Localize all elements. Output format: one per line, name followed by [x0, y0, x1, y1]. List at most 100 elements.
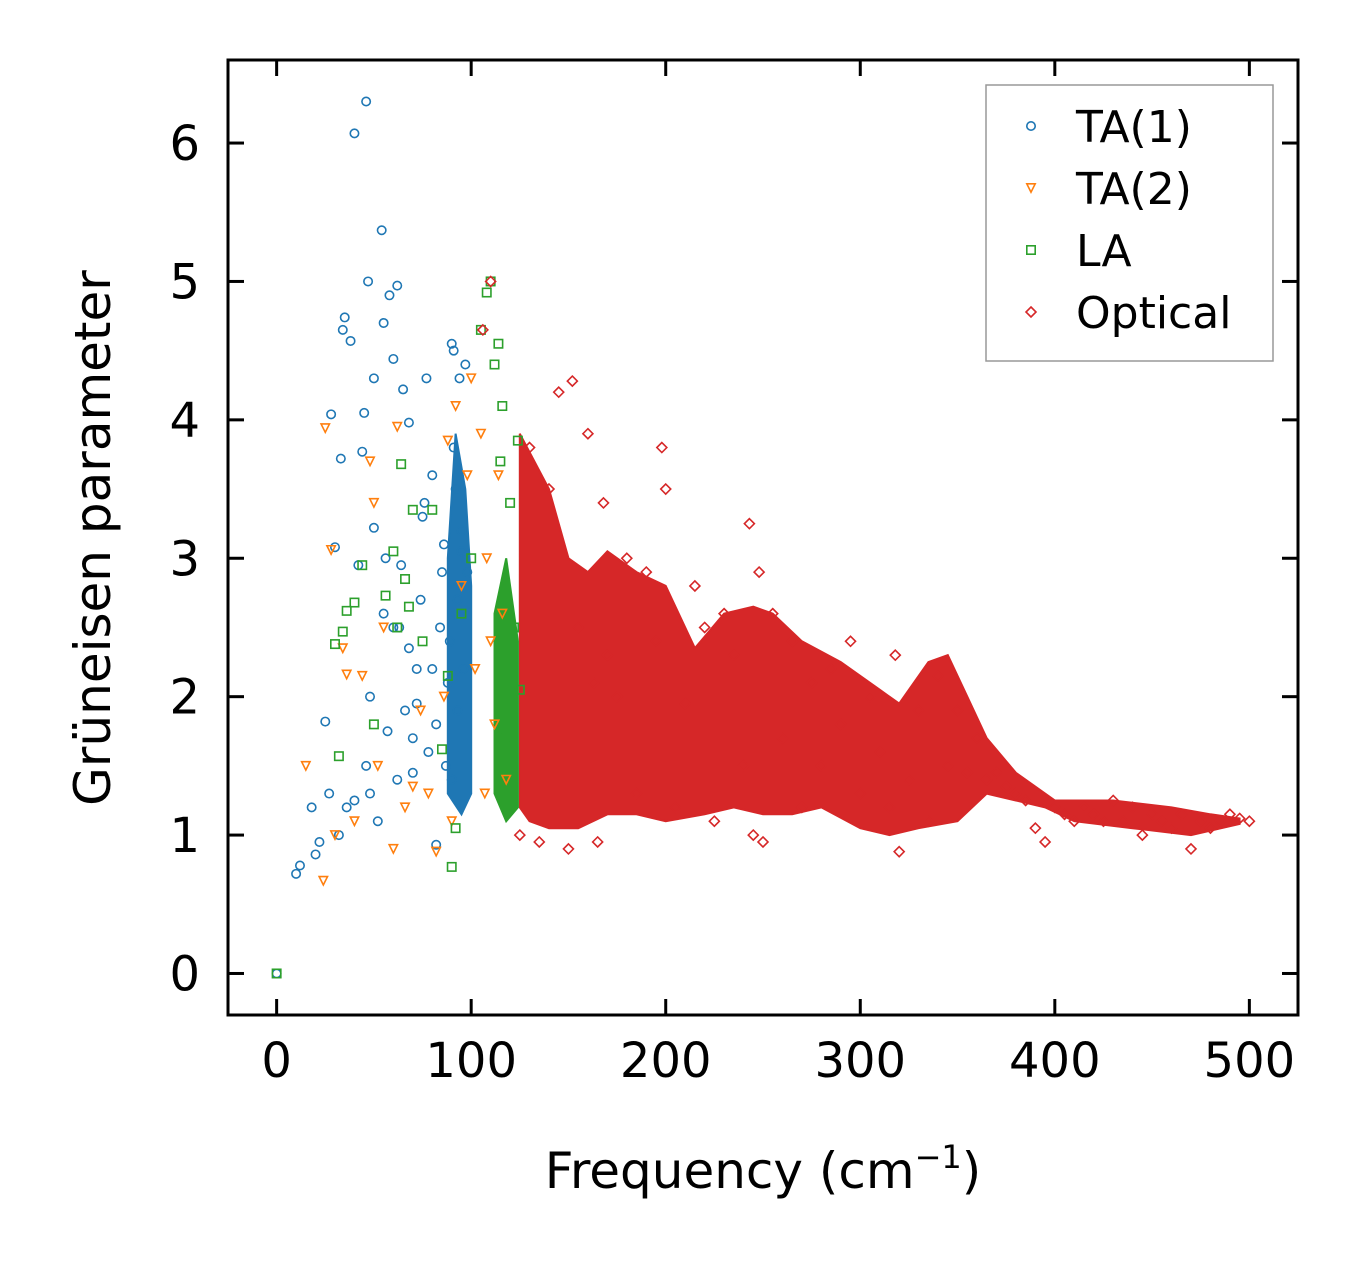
- point-ta-1-51: [460, 359, 471, 370]
- point-optical-56: [970, 732, 984, 745]
- point-optical-68: [1087, 808, 1100, 821]
- point-la-2: [333, 751, 344, 762]
- point-ta-2-0: [300, 760, 312, 772]
- point-optical-83: [1233, 812, 1246, 825]
- point-optical-59: [1000, 780, 1013, 793]
- point-ta-1-56: [368, 522, 379, 533]
- point-la-12: [400, 574, 411, 585]
- point-optical-18: [640, 565, 653, 579]
- point-ta-2-14: [391, 421, 403, 433]
- point-optical-4: [533, 835, 546, 849]
- point-optical-36: [786, 635, 799, 648]
- point-optical-30: [743, 517, 756, 530]
- point-ta-2-30: [481, 553, 493, 565]
- point-optical-1: [484, 275, 497, 288]
- point-ta-1-61: [396, 560, 407, 571]
- point-optical-73: [1136, 828, 1149, 842]
- point-optical-52: [931, 669, 945, 683]
- point-optical-66: [1068, 815, 1081, 828]
- point-ta-2-3: [325, 544, 337, 556]
- point-la-32: [508, 622, 519, 633]
- point-la-16: [427, 504, 438, 515]
- point-optical-39: [815, 759, 828, 773]
- point-optical-77: [1175, 808, 1188, 821]
- y-tick-label-4: 4: [169, 393, 200, 449]
- point-optical-0: [476, 323, 489, 337]
- point-la-3: [337, 626, 348, 637]
- point-optical-9: [572, 621, 585, 634]
- point-ta-2-34: [496, 608, 508, 620]
- point-ta-1-22: [365, 788, 376, 799]
- point-ta-1-24: [372, 816, 383, 827]
- dense-band-la-2: [493, 558, 519, 824]
- point-optical-62: [1029, 822, 1042, 835]
- legend-label-ta-1: TA(1): [1075, 102, 1192, 153]
- point-ta-1-73: [444, 636, 455, 647]
- point-ta-1-20: [361, 96, 372, 107]
- point-la-0: [271, 968, 282, 979]
- point-ta-1-28: [384, 290, 395, 301]
- point-ta-1-8: [326, 409, 337, 420]
- plot-frame: [226, 58, 1300, 1017]
- point-ta-1-66: [415, 594, 426, 605]
- point-optical-6: [552, 386, 565, 399]
- point-la-11: [396, 459, 407, 470]
- point-ta-2-32: [489, 719, 501, 731]
- point-la-22: [466, 553, 477, 564]
- point-la-26: [489, 359, 500, 370]
- point-la-14: [407, 504, 418, 515]
- point-ta-1-76: [456, 546, 467, 557]
- point-ta-2-22: [446, 816, 458, 828]
- point-optical-64: [1048, 801, 1061, 814]
- point-ta-1-58: [382, 726, 393, 737]
- point-ta-1-36: [417, 511, 428, 522]
- point-optical-74: [1145, 808, 1159, 821]
- point-optical-84: [1243, 815, 1256, 828]
- point-ta-1-54: [361, 760, 372, 771]
- point-ta-1-74: [448, 442, 459, 453]
- point-la-23: [475, 324, 486, 335]
- point-ta-2-19: [430, 846, 442, 858]
- point-optical-38: [805, 676, 818, 689]
- point-ta-2-8: [356, 670, 368, 682]
- point-la-24: [481, 287, 492, 298]
- point-ta-1-26: [378, 317, 389, 328]
- point-ta-1-67: [419, 497, 430, 508]
- point-ta-1-30: [392, 280, 403, 291]
- point-optical-81: [1214, 815, 1227, 828]
- legend-marker-la: [1026, 245, 1037, 256]
- point-ta-1-32: [398, 384, 409, 395]
- point-ta-1-2: [294, 860, 305, 871]
- point-optical-40: [824, 662, 838, 676]
- point-la-15: [417, 636, 428, 647]
- point-ta-1-45: [448, 345, 459, 356]
- point-ta-2-21: [442, 435, 454, 447]
- point-ta-1-48: [454, 373, 465, 384]
- point-optical-11: [587, 676, 600, 689]
- point-ta-1-25: [376, 225, 387, 236]
- point-la-30: [501, 733, 512, 744]
- x-tick-label-500: 500: [1204, 1033, 1296, 1089]
- point-ta-2-16: [407, 781, 419, 793]
- point-la-1: [329, 639, 340, 650]
- point-ta-1-3: [306, 802, 317, 813]
- point-la-4: [341, 605, 352, 616]
- point-optical-48: [893, 845, 906, 858]
- point-ta-2-25: [461, 470, 473, 482]
- point-ta-1-4: [310, 849, 321, 860]
- point-ta-1-75: [452, 705, 463, 716]
- point-ta-2-7: [348, 816, 360, 828]
- point-optical-14: [601, 649, 614, 662]
- point-la-18: [442, 670, 453, 681]
- point-ta-2-31: [485, 636, 497, 648]
- point-ta-2-23: [450, 401, 462, 413]
- axis-ticks: 0 100 200 300 400 500 0 1 2 3 4 5 6: [169, 60, 1298, 1089]
- legend-label-la: LA: [1076, 226, 1132, 277]
- point-optical-24: [688, 579, 702, 593]
- point-la-8: [380, 590, 391, 601]
- legend-entries: TA(1) TA(2) LA Optical: [1024, 102, 1231, 339]
- point-optical-67: [1077, 801, 1091, 814]
- point-ta-1-9: [329, 542, 340, 553]
- point-optical-78: [1184, 842, 1198, 856]
